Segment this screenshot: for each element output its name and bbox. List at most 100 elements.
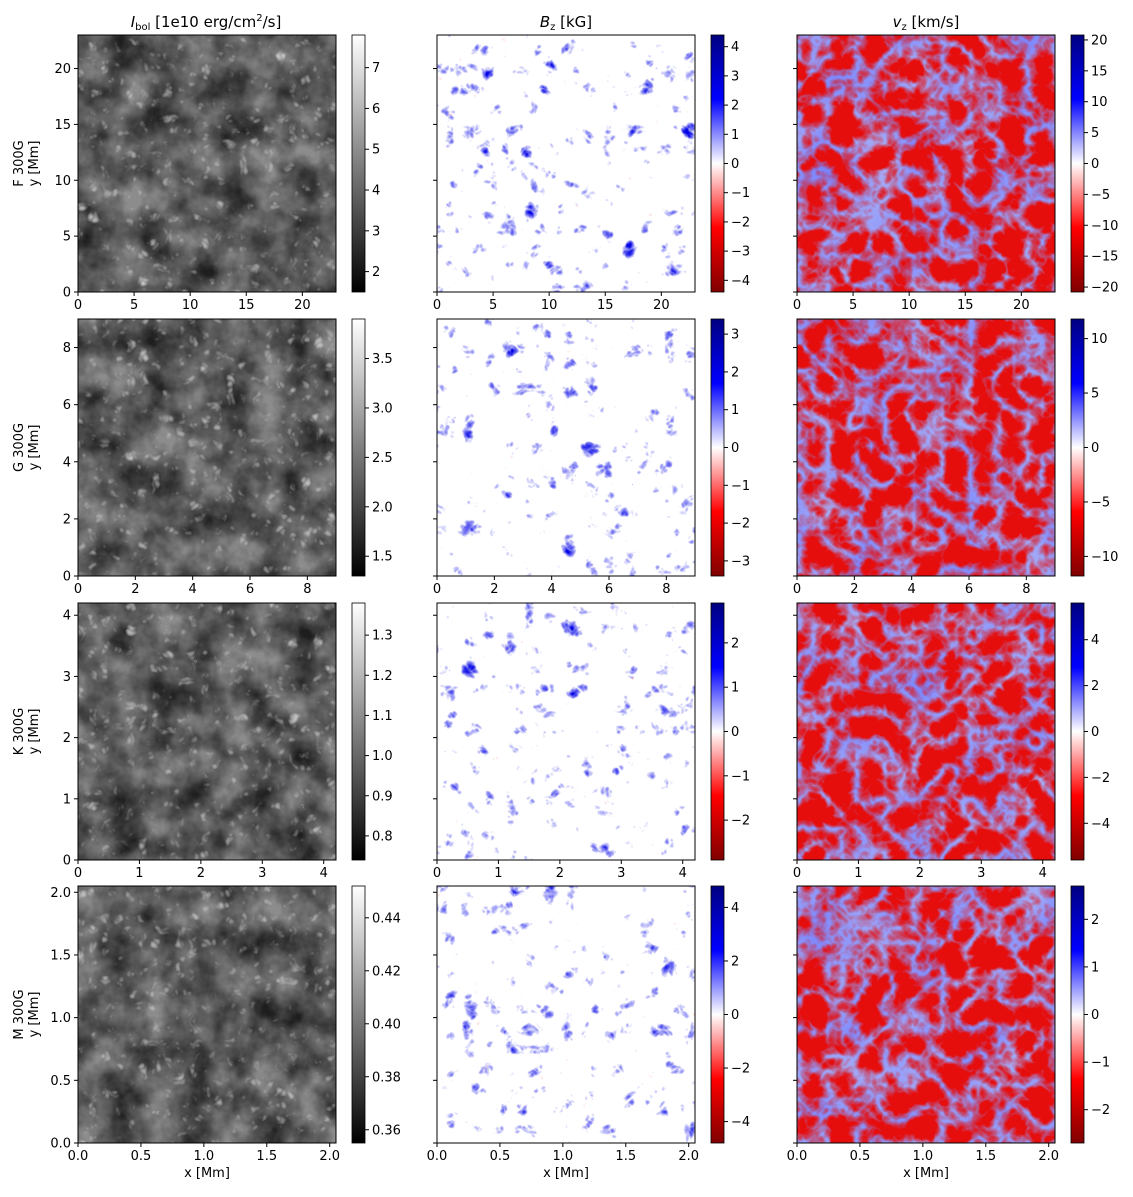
colorbar-tick-label: 3.0 — [372, 401, 393, 416]
colorbar-tick-label: −15 — [1091, 250, 1118, 265]
x-tick-label: 15 — [597, 298, 614, 313]
x-axis-label: x [Mm] — [903, 1166, 949, 1181]
panel-r2-c2: 0 2 4 6 8 −3 −2 −1 0 1 2 3 — [433, 318, 750, 597]
colorbar-tick-label: 1 — [731, 681, 739, 696]
panel-r4-c2: 0.0 0.5 1.0 1.5 2.0 −4 −2 0 2 4 x [Mm] — [427, 885, 750, 1181]
x-tick-label: 0.5 — [131, 1149, 152, 1164]
colorbar-tick-label: 0.36 — [372, 1123, 401, 1138]
panel-r3-c3: 0 1 2 3 4 −4 −2 0 2 4 — [793, 602, 1110, 881]
colorbar-tick-label: 2 — [731, 954, 739, 969]
colorbar-tick-label: 5 — [1091, 387, 1099, 402]
x-tick-label: 0 — [74, 582, 82, 597]
axes-frame — [796, 318, 1056, 577]
y-tick-label: 0.5 — [50, 1074, 71, 1089]
colorbar-tick-label: −5 — [1091, 188, 1110, 203]
colorbar — [351, 318, 366, 577]
y-tick-label: 4 — [63, 609, 71, 624]
y-tick-label: 1.0 — [50, 1011, 71, 1026]
colorbar-tick-label: 2 — [1091, 913, 1099, 928]
colorbar-tick-label: 0 — [731, 441, 739, 456]
x-tick-label: 4 — [320, 866, 328, 881]
colorbar-tick-label: 2 — [372, 265, 380, 280]
x-tick-label: 2.0 — [1038, 1149, 1059, 1164]
x-tick-label: 0.0 — [787, 1149, 808, 1164]
column-title-vz: vz [km/s] — [893, 13, 960, 33]
x-tick-label: 1.5 — [615, 1149, 636, 1164]
colorbar-tick-label: 3.5 — [372, 352, 393, 367]
x-tick-label: 20 — [653, 298, 670, 313]
colorbar-tick-label: 0.9 — [372, 789, 393, 804]
colorbar-tick-label: 1.1 — [372, 709, 393, 724]
panel-r1-c1: 0 5 10 15 20 0 5 10 15 20 2 3 4 5 6 7 — [54, 34, 380, 313]
x-tick-label: 20 — [1013, 298, 1030, 313]
x-tick-label: 1.5 — [975, 1149, 996, 1164]
colorbar-tick-label: 0.8 — [372, 829, 393, 844]
colorbar-tick-label: 1.2 — [372, 669, 393, 684]
colorbar-tick-label: 2.5 — [372, 451, 393, 466]
row-label: G 300G — [12, 423, 27, 472]
y-axis-label: y [Mm] — [27, 709, 42, 755]
colorbar-tick-label: 2 — [731, 365, 739, 380]
colorbar-tick-label: 2 — [731, 636, 739, 651]
column-title-bz: Bz [kG] — [540, 13, 592, 33]
colorbar-tick-label: 0 — [731, 1008, 739, 1023]
x-tick-label: 1.5 — [256, 1149, 277, 1164]
colorbar-tick-label: −1 — [731, 479, 750, 494]
y-tick-label: 3 — [63, 670, 71, 685]
x-tick-label: 5 — [849, 298, 857, 313]
panel-r3-c2: 0 1 2 3 4 −2 −1 0 1 2 — [433, 602, 750, 881]
x-tick-label: 0 — [433, 866, 441, 881]
colorbar-tick-label: −3 — [731, 245, 750, 260]
y-axis-label: y [Mm] — [27, 992, 42, 1038]
colorbar-tick-label: −10 — [1091, 219, 1118, 234]
x-tick-label: 2 — [131, 582, 139, 597]
colorbar-tick-label: 1.5 — [372, 550, 393, 565]
x-tick-label: 10 — [901, 298, 918, 313]
x-tick-label: 3 — [977, 866, 985, 881]
x-tick-label: 2 — [916, 866, 924, 881]
panel-r3-c1: 0 1 2 3 4 0 1 2 3 4 0.8 0.9 1.0 1.1 1.2 1.3 — [63, 602, 393, 881]
x-tick-label: 10 — [182, 298, 199, 313]
colorbar-tick-label: 1.3 — [372, 629, 393, 644]
x-tick-label: 8 — [662, 582, 670, 597]
x-tick-label: 15 — [238, 298, 255, 313]
colorbar — [351, 602, 366, 861]
x-tick-label: 1.0 — [553, 1149, 574, 1164]
heatmap-image — [78, 319, 336, 576]
x-tick-label: 0.5 — [850, 1149, 871, 1164]
x-tick-label: 0 — [74, 298, 82, 313]
axes-frame — [796, 34, 1056, 293]
heatmap-image — [797, 603, 1055, 860]
x-tick-label: 0.5 — [490, 1149, 511, 1164]
axes-frame — [436, 885, 696, 1144]
y-tick-label: 2 — [63, 512, 71, 527]
x-tick-label: 1 — [135, 866, 143, 881]
colorbar-tick-label: 1 — [731, 403, 739, 418]
colorbar-tick-label: 20 — [1091, 33, 1108, 48]
x-tick-label: 4 — [679, 866, 687, 881]
colorbar — [351, 885, 366, 1144]
colorbar-tick-label: −5 — [1091, 495, 1110, 510]
y-axis-label: y [Mm] — [27, 425, 42, 471]
colorbar-tick-label: 10 — [1091, 95, 1108, 110]
x-tick-label: 1 — [854, 866, 862, 881]
x-tick-label: 1.0 — [913, 1149, 934, 1164]
y-tick-label: 2.0 — [50, 886, 71, 901]
row-label: M 300G — [12, 989, 27, 1039]
row-label: K 300G — [12, 708, 27, 756]
colorbar-tick-label: −2 — [1091, 1103, 1110, 1118]
colorbar-tick-label: 1 — [731, 128, 739, 143]
colorbar — [351, 34, 366, 293]
colorbar-tick-label: 0 — [1091, 1008, 1099, 1023]
colorbar-tick-label: 3 — [731, 69, 739, 84]
heatmap-image — [797, 886, 1055, 1143]
axes-frame — [77, 602, 337, 861]
axes-frame — [436, 602, 696, 861]
colorbar-tick-label: 1.0 — [372, 749, 393, 764]
colorbar — [1070, 34, 1085, 293]
x-tick-label: 2 — [197, 866, 205, 881]
x-tick-label: 10 — [541, 298, 558, 313]
x-tick-label: 6 — [605, 582, 613, 597]
heatmap-image — [78, 35, 336, 292]
